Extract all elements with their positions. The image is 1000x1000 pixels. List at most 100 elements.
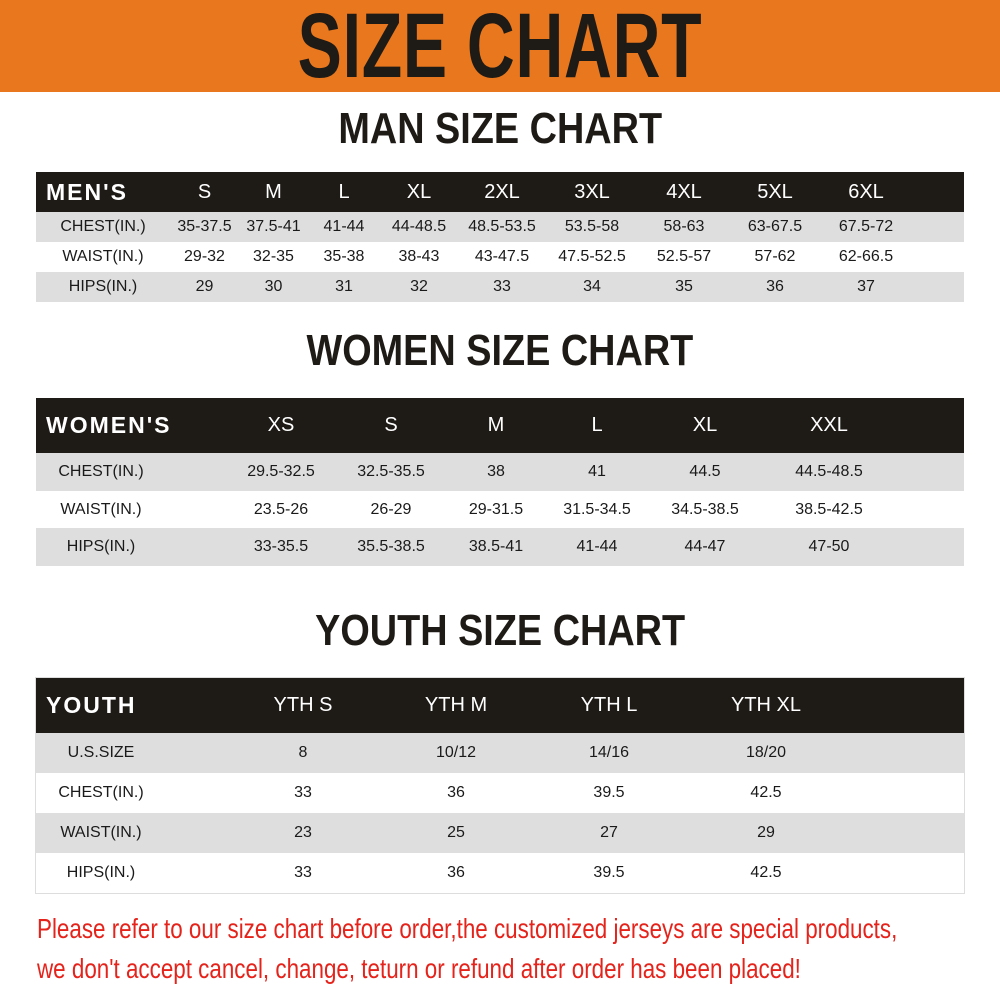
value-cell: 33 — [458, 272, 546, 302]
size-header: XXL — [762, 398, 896, 453]
value-cell: 38-43 — [380, 242, 458, 272]
value-cell: 31 — [308, 272, 380, 302]
row-filler — [912, 272, 964, 302]
value-cell: 57-62 — [730, 242, 820, 272]
value-cell: 67.5-72 — [820, 212, 912, 242]
value-cell: 29-31.5 — [446, 490, 546, 529]
youth-section-title: YOUTH SIZE CHART — [314, 606, 685, 655]
row-filler — [896, 490, 964, 529]
row-label: CHEST(IN.) — [36, 212, 170, 242]
row-label: CHEST(IN.) — [36, 453, 166, 491]
value-cell: 41-44 — [546, 528, 648, 567]
size-header: M — [446, 398, 546, 453]
size-header: 6XL — [820, 172, 912, 212]
value-cell: 26-29 — [336, 490, 446, 529]
men-size-table: MEN'S S M L XL 2XL 3XL 4XL 5XL 6XL CHEST(IN.) 35-37… — [36, 172, 964, 302]
women-size-table: WOMEN'S XS S M L XL XXL CHEST(IN.) 29.5-32.5 32.5… — [36, 398, 964, 567]
value-cell: 38 — [446, 453, 546, 491]
value-cell: 44.5 — [648, 453, 762, 491]
row-label: CHEST(IN.) — [36, 773, 166, 813]
row-label: WAIST(IN.) — [36, 813, 166, 853]
table-header-label: YOUTH — [36, 678, 243, 733]
header-row: WOMEN'S XS S M L XL XXL — [36, 398, 964, 453]
value-cell: 42.5 — [669, 853, 863, 893]
value-cell: 35.5-38.5 — [336, 528, 446, 567]
value-cell: 41 — [546, 453, 648, 491]
spacer-cell — [166, 453, 226, 491]
value-cell: 14/16 — [549, 733, 669, 773]
header-filler — [912, 172, 964, 212]
spacer-cell — [166, 773, 243, 813]
value-cell: 43-47.5 — [458, 242, 546, 272]
value-cell: 32.5-35.5 — [336, 453, 446, 491]
value-cell: 38.5-41 — [446, 528, 546, 567]
value-cell: 33 — [243, 773, 363, 813]
size-header: 5XL — [730, 172, 820, 212]
value-cell: 36 — [363, 773, 549, 813]
row-filler — [896, 528, 964, 567]
value-cell: 58-63 — [638, 212, 730, 242]
size-header: S — [336, 398, 446, 453]
row-label: HIPS(IN.) — [36, 272, 170, 302]
size-header: XL — [380, 172, 458, 212]
men-section-title: MAN SIZE CHART — [338, 104, 662, 153]
size-header: M — [239, 172, 308, 212]
value-cell: 35-37.5 — [170, 212, 239, 242]
size-header: XL — [648, 398, 762, 453]
size-header: 4XL — [638, 172, 730, 212]
header-filler — [896, 398, 964, 453]
table-row: U.S.SIZE 8 10/12 14/16 18/20 — [36, 733, 964, 773]
value-cell: 33-35.5 — [226, 528, 336, 567]
size-header: YTH XL — [669, 678, 863, 733]
row-label: HIPS(IN.) — [36, 853, 166, 893]
table-row: WAIST(IN.) 23 25 27 29 — [36, 813, 964, 853]
table-header-label: MEN'S — [36, 172, 170, 212]
spacer-cell — [166, 490, 226, 529]
value-cell: 8 — [243, 733, 363, 773]
table-row: HIPS(IN.) 33 36 39.5 42.5 — [36, 853, 964, 893]
size-header: 2XL — [458, 172, 546, 212]
value-cell: 62-66.5 — [820, 242, 912, 272]
value-cell: 44.5-48.5 — [762, 453, 896, 491]
spacer-cell — [166, 853, 243, 893]
value-cell: 47.5-52.5 — [546, 242, 638, 272]
value-cell: 47-50 — [762, 528, 896, 567]
value-cell: 35 — [638, 272, 730, 302]
value-cell: 23 — [243, 813, 363, 853]
spacer-cell — [166, 528, 226, 567]
value-cell: 18/20 — [669, 733, 863, 773]
table-row: HIPS(IN.) 29 30 31 32 33 34 35 36 37 — [36, 272, 964, 302]
value-cell: 32 — [380, 272, 458, 302]
table-row: HIPS(IN.) 33-35.5 35.5-38.5 38.5-41 41-44 44-… — [36, 528, 964, 567]
row-filler — [912, 212, 964, 242]
row-label: WAIST(IN.) — [36, 242, 170, 272]
table-row: WAIST(IN.) 29-32 32-35 35-38 38-43 43-47.5 47.… — [36, 242, 964, 272]
size-header: XS — [226, 398, 336, 453]
value-cell: 10/12 — [363, 733, 549, 773]
value-cell: 29-32 — [170, 242, 239, 272]
value-cell: 48.5-53.5 — [458, 212, 546, 242]
youth-size-table: YOUTH YTH S YTH M YTH L YTH XL U.S.SIZE 8 10/12… — [35, 677, 965, 894]
title-banner: SIZE CHART — [0, 0, 1000, 92]
value-cell: 39.5 — [549, 853, 669, 893]
value-cell: 39.5 — [549, 773, 669, 813]
value-cell: 29 — [170, 272, 239, 302]
table-row: CHEST(IN.) 33 36 39.5 42.5 — [36, 773, 964, 813]
value-cell: 53.5-58 — [546, 212, 638, 242]
value-cell: 63-67.5 — [730, 212, 820, 242]
value-cell: 42.5 — [669, 773, 863, 813]
table-header-label: WOMEN'S — [36, 398, 226, 453]
value-cell: 29.5-32.5 — [226, 453, 336, 491]
table-row: CHEST(IN.) 29.5-32.5 32.5-35.5 38 41 44.5 44.5… — [36, 453, 964, 491]
header-filler — [863, 678, 964, 733]
notice-line-1: Please refer to our size chart before or… — [37, 913, 898, 944]
row-filler — [896, 453, 964, 491]
value-cell: 34.5-38.5 — [648, 490, 762, 529]
value-cell: 36 — [730, 272, 820, 302]
value-cell: 23.5-26 — [226, 490, 336, 529]
size-header: YTH S — [243, 678, 363, 733]
size-header: L — [308, 172, 380, 212]
row-filler — [912, 242, 964, 272]
value-cell: 37.5-41 — [239, 212, 308, 242]
table-row: WAIST(IN.) 23.5-26 26-29 29-31.5 31.5-34.5 34… — [36, 490, 964, 529]
